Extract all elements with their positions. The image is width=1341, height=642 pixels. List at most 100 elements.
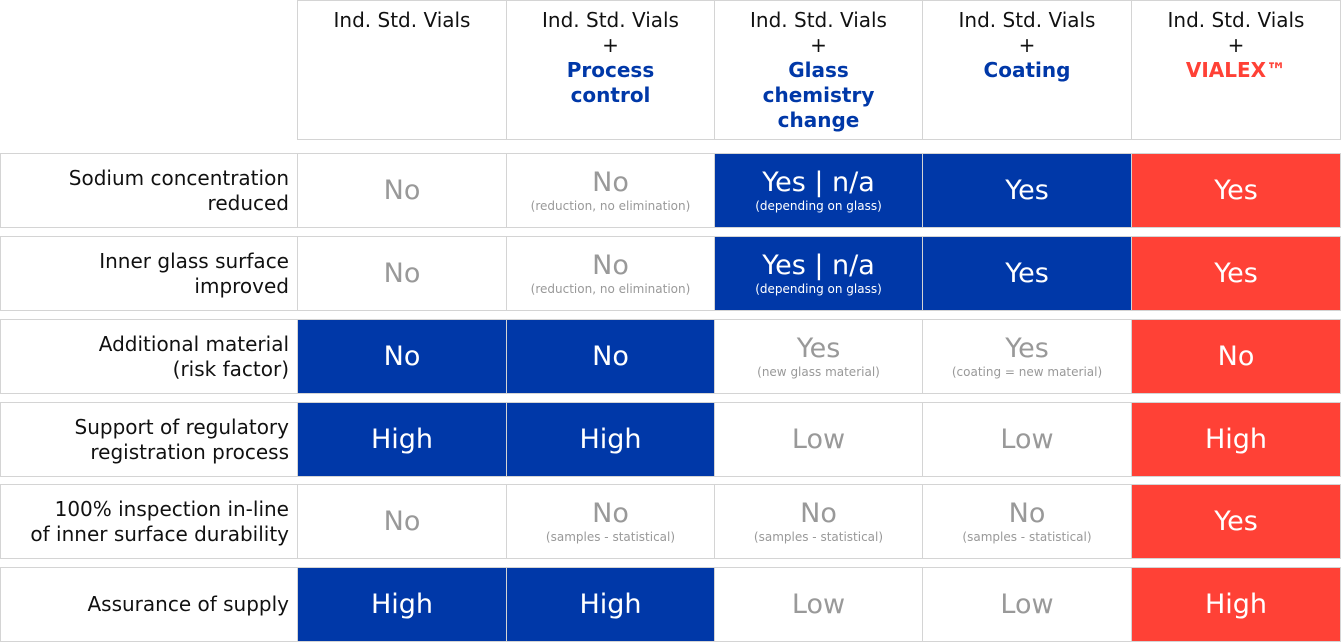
cell-value: Yes [1005,257,1049,289]
cell-value: No [383,505,421,537]
cell-value: Yes [1214,257,1258,289]
cell-note: (samples - statistical) [753,529,884,544]
cell: No [297,319,507,394]
cell: Low [922,402,1132,477]
column-base: Ind. Std. Vials [750,8,887,32]
column-header: Ind. Std. Vials + Coating [922,0,1132,140]
cell-note: (samples - statistical) [962,529,1092,544]
plus-sign: + [602,33,619,57]
row-label-line: Support of regulatory [74,414,289,439]
cell: Low [714,567,923,642]
column-header: Ind. Std. Vials + Process control [506,0,715,140]
cell-value: High [1204,588,1268,620]
row-label-line: Assurance of supply [87,592,289,616]
cell-value: Low [791,423,846,455]
cell-value: Yes [1005,174,1049,206]
cell: No (samples - statistical) [506,484,715,559]
cell: Yes [922,153,1132,228]
cell-value: High [579,588,642,620]
cell-value: High [1204,423,1268,455]
cell: High [297,402,507,477]
cell-value: Yes | n/a [762,249,875,281]
row-label-line: Additional material [98,331,289,356]
row-label-line: improved [194,273,289,298]
cell-value: High [579,423,642,455]
row-label-line: of inner surface durability [30,521,289,546]
cell: Yes [1131,153,1341,228]
cell: Yes [1131,484,1341,559]
cell-value: No [1217,340,1255,372]
column-base: Ind. Std. Vials [542,8,679,32]
row-label-line: Inner glass surface [99,248,289,273]
cell: No (reduction, no elimination) [506,153,715,228]
cell-value: Yes [1005,332,1049,364]
row-label-line: reduced [207,190,289,215]
cell: Yes [922,236,1132,311]
column-highlight: Coating [983,58,1071,82]
cell-note: (new glass material) [757,364,880,379]
row-label: Additional material (risk factor) [0,319,298,394]
cell-value: High [370,588,434,620]
cell-value: Low [1000,423,1054,455]
row-label-line: registration process [90,439,289,464]
cell: No [506,319,715,394]
cell-value: No [1008,497,1046,529]
row-label: Support of regulatory registration proces… [0,402,298,477]
cell-value: No [383,257,421,289]
cell-note: (depending on glass) [755,281,882,296]
cell: High [1131,402,1341,477]
cell-value: Yes [1214,505,1258,537]
cell-value: No [592,497,629,529]
row-label-line: 100% inspection in-line [54,496,289,521]
plus-sign: + [1227,33,1245,57]
cell-value: Low [1000,588,1054,620]
column-base: Ind. Std. Vials [958,8,1096,32]
cell-value: No [592,340,629,372]
cell-value: No [800,497,837,529]
cell-value: Low [791,588,846,620]
cell: Yes | n/a (depending on glass) [714,153,923,228]
cell: No [1131,319,1341,394]
column-highlight: VIALEX™ [1185,58,1287,82]
column-highlight: change [777,108,860,132]
column-header: Ind. Std. Vials + Glass chemistry change [714,0,923,140]
row-label: Sodium concentration reduced [0,153,298,228]
cell: No (samples - statistical) [922,484,1132,559]
column-base: Ind. Std. Vials [333,8,471,32]
row-label-line: (risk factor) [172,356,289,381]
cell-value: No [592,249,629,281]
plus-sign: + [1018,33,1036,57]
cell: No [297,484,507,559]
cell: Yes (coating = new material) [922,319,1132,394]
cell-note: (depending on glass) [755,198,882,213]
cell: No [297,153,507,228]
cell-value: High [370,423,434,455]
column-header: Ind. Std. Vials + VIALEX™ [1131,0,1341,140]
cell: No (reduction, no elimination) [506,236,715,311]
cell: High [506,567,715,642]
cell: High [297,567,507,642]
row-label: 100% inspection in-line of inner surface … [0,484,298,559]
cell: Yes [1131,236,1341,311]
cell: High [1131,567,1341,642]
cell-value: Yes [796,332,841,364]
row-label-line: Sodium concentration [68,165,289,190]
column-highlight: chemistry [762,83,875,107]
cell: No [297,236,507,311]
cell-note: (reduction, no elimination) [530,198,691,213]
cell: Low [922,567,1132,642]
plus-sign: + [810,33,827,57]
cell-note: (samples - statistical) [545,529,676,544]
row-label: Inner glass surface improved [0,236,298,311]
row-label: Assurance of supply [0,567,298,642]
cell: Yes | n/a (depending on glass) [714,236,923,311]
cell-value: No [383,340,421,372]
column-header: Ind. Std. Vials [297,0,507,140]
cell-value: Yes | n/a [762,166,875,198]
cell: High [506,402,715,477]
column-base: Ind. Std. Vials [1167,8,1305,32]
cell-value: No [592,166,629,198]
cell: Low [714,402,923,477]
cell-value: No [383,174,421,206]
